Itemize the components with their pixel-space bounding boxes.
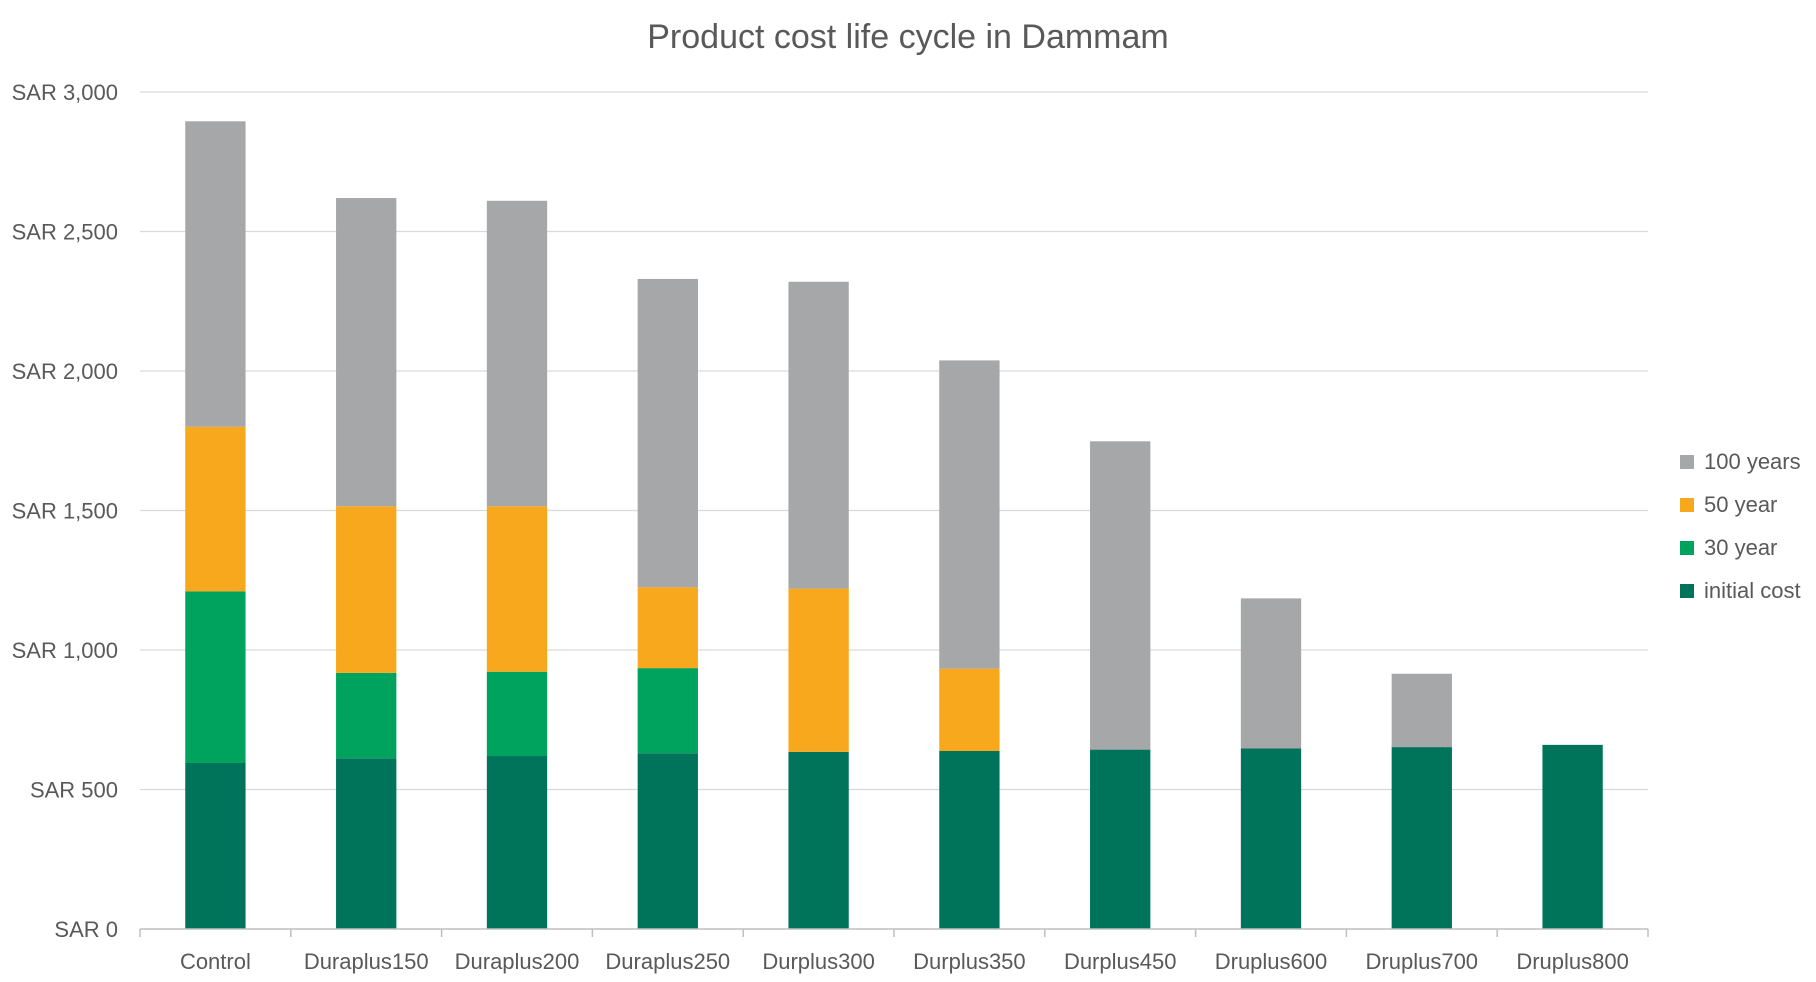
y-tick-label: SAR 1,500 <box>12 499 118 524</box>
bar-segment-50-year <box>486 506 548 672</box>
y-tick-label: SAR 2,500 <box>12 220 118 245</box>
bar-stack-duraplus150 <box>336 198 397 929</box>
x-axis-category-labels: Control Duraplus150 Duraplus200 Duraplus250… <box>180 949 1629 974</box>
legend-swatch <box>1680 584 1694 598</box>
bar-stack-druplus800 <box>1542 744 1603 929</box>
bar-segment-30-year <box>486 671 548 757</box>
y-tick-label: SAR 0 <box>54 917 118 942</box>
x-category-label: Druplus700 <box>1366 949 1479 974</box>
bar-segment-100-years <box>788 281 849 589</box>
bar-stack-durplus300 <box>788 281 849 929</box>
bar-stack-duraplus250 <box>637 278 698 929</box>
legend-swatch <box>1680 541 1694 555</box>
bar-stack-control <box>185 121 246 929</box>
y-tick-label: SAR 500 <box>30 778 118 803</box>
bar-segment-100-years <box>1090 441 1151 750</box>
bar-segment-50-year <box>788 588 849 752</box>
x-category-label: Duraplus250 <box>605 949 730 974</box>
x-category-label: Druplus600 <box>1215 949 1328 974</box>
bar-segment-100-years <box>486 200 548 507</box>
y-tick-label: SAR 3,000 <box>12 80 118 105</box>
bar-segment-initial-cost <box>1542 744 1603 929</box>
bar-segment-100-years <box>637 278 698 588</box>
bar-segment-100-years <box>1240 598 1302 749</box>
legend-item-initial-cost: initial cost <box>1680 578 1801 603</box>
x-category-label: Durplus350 <box>913 949 1026 974</box>
x-category-label: Duraplus200 <box>455 949 580 974</box>
legend-item-100-years: 100 years <box>1680 449 1801 474</box>
bar-stack-druplus700 <box>1391 673 1452 929</box>
bar-segment-initial-cost <box>1090 749 1151 929</box>
bar-segment-30-year <box>336 672 397 759</box>
bar-segment-30-year <box>185 591 246 763</box>
bar-segment-50-year <box>939 668 1000 751</box>
legend-swatch <box>1680 498 1694 512</box>
bar-segment-initial-cost <box>1240 748 1302 929</box>
x-axis <box>139 928 1649 937</box>
bar-segment-50-year <box>185 426 246 592</box>
x-category-label: Druplus800 <box>1516 949 1629 974</box>
bar-segment-100-years <box>336 198 397 507</box>
bar-stack-durplus450 <box>1090 441 1151 929</box>
y-tick-label: SAR 2,000 <box>12 359 118 384</box>
bar-segment-50-year <box>336 506 397 673</box>
bar-segment-initial-cost <box>336 758 397 929</box>
bar-stack-druplus600 <box>1240 598 1302 929</box>
x-category-label: Durplus300 <box>762 949 875 974</box>
legend-label: 50 year <box>1704 492 1777 517</box>
bar-segment-initial-cost <box>185 762 246 929</box>
legend-item-30-year: 30 year <box>1680 535 1777 560</box>
x-category-label: Durplus450 <box>1064 949 1177 974</box>
x-category-label: Control <box>180 949 251 974</box>
legend-label: 30 year <box>1704 535 1777 560</box>
bar-segment-100-years <box>185 121 246 427</box>
bar-segment-initial-cost <box>788 751 849 929</box>
bar-segment-initial-cost <box>486 756 548 929</box>
bar-stack-duraplus200 <box>486 200 548 929</box>
bar-segment-100-years <box>939 360 1000 669</box>
bar-segment-initial-cost <box>1391 747 1452 929</box>
y-axis-ticks: SAR 0 SAR 500 SAR 1,000 SAR 1,500 SAR 2,000 S… <box>12 80 118 942</box>
y-tick-label: SAR 1,000 <box>12 638 118 663</box>
bar-segment-50-year <box>637 587 698 669</box>
bar-segment-30-year <box>637 668 698 754</box>
bar-segment-initial-cost <box>939 750 1000 929</box>
legend-label: initial cost <box>1704 578 1801 603</box>
bar-segment-initial-cost <box>637 753 698 929</box>
legend-swatch <box>1680 455 1694 469</box>
legend-item-50-year: 50 year <box>1680 492 1777 517</box>
bars <box>185 121 1603 929</box>
bar-stack-durplus350 <box>939 360 1000 929</box>
bar-segment-100-years <box>1391 673 1452 748</box>
x-category-label: Duraplus150 <box>304 949 429 974</box>
legend: 100 years 50 year 30 year initial cost <box>1680 449 1801 603</box>
legend-label: 100 years <box>1704 449 1801 474</box>
chart-title: Product cost life cycle in Dammam <box>647 18 1169 56</box>
